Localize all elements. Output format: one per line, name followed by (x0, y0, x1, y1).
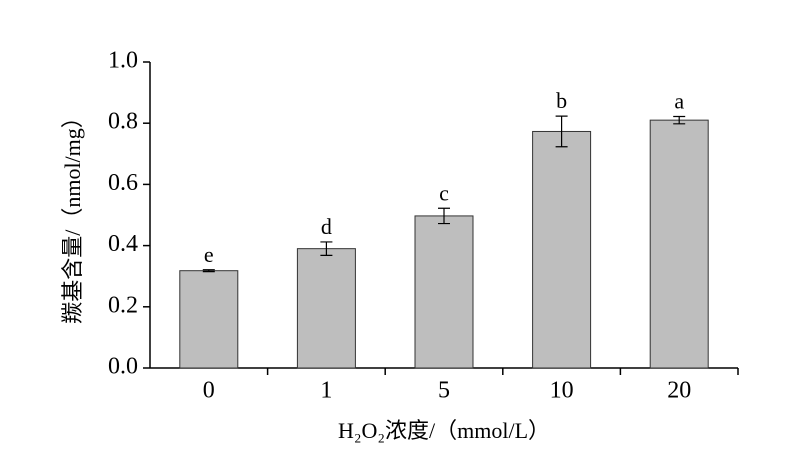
y-tick-label: 0.0 (108, 354, 138, 380)
x-tick-label: 10 (550, 378, 574, 404)
x-tick-label: 20 (667, 378, 691, 404)
error-bar (202, 269, 215, 273)
error-bar (673, 115, 686, 125)
bar (532, 130, 592, 369)
bar (649, 119, 709, 369)
significance-letter: c (439, 180, 449, 205)
error-bar (320, 241, 333, 256)
significance-letter: d (321, 214, 332, 239)
significance-letter: e (204, 242, 214, 267)
y-tick-label: 0.4 (108, 231, 138, 257)
bar (296, 248, 356, 369)
y-axis-label: 羰基含量/（nmol/mg） (60, 106, 85, 324)
x-tick-label: 1 (320, 378, 332, 404)
y-tick-label: 1.0 (108, 48, 138, 74)
error-bar (438, 207, 450, 225)
bar (414, 215, 474, 369)
bar (179, 270, 239, 369)
x-axis-label: H₂O₂浓度/（mmol/L） (338, 418, 550, 443)
x-tick-label: 0 (203, 378, 215, 404)
y-tick-label: 0.8 (108, 109, 138, 135)
significance-letter: b (556, 88, 567, 113)
significance-letter: a (674, 88, 684, 113)
y-tick-label: 0.6 (108, 170, 138, 196)
error-bar (555, 115, 568, 148)
y-tick-label: 0.2 (108, 292, 138, 318)
x-tick-label: 5 (438, 378, 450, 404)
